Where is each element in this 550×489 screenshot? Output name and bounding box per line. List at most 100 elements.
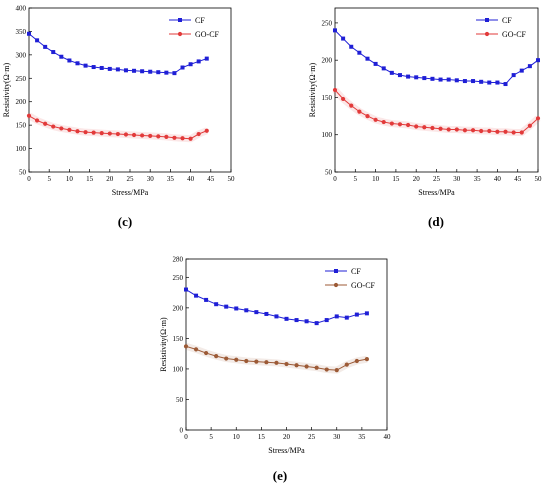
x-tick-label: 30 (453, 175, 461, 183)
data-point (430, 76, 435, 81)
data-point (75, 129, 80, 134)
series-line-cf (28, 33, 207, 74)
data-point (196, 59, 201, 64)
data-point (454, 78, 459, 83)
data-point (519, 130, 524, 135)
y-tick-label: 200 (322, 57, 333, 65)
data-point (438, 126, 443, 131)
data-point (244, 308, 249, 313)
y-tick-label: 280 (173, 256, 184, 264)
x-axis-title: Stress/MPa (418, 188, 455, 197)
y-tick-label: 250 (16, 75, 27, 83)
data-point (234, 306, 239, 311)
x-tick-label: 40 (384, 433, 392, 441)
legend-label: GO-CF (502, 30, 527, 39)
y-tick-label: 250 (322, 19, 333, 27)
data-point (487, 128, 492, 134)
x-tick-label: 35 (167, 175, 175, 183)
legend-marker (177, 31, 183, 37)
data-point (334, 314, 339, 319)
data-point (414, 75, 419, 80)
data-point (284, 361, 289, 367)
data-point (204, 297, 209, 302)
data-point (294, 318, 299, 323)
legend-label: CF (502, 16, 512, 25)
data-point (365, 56, 370, 61)
data-point (75, 61, 80, 66)
data-point (244, 358, 249, 364)
data-point (438, 77, 443, 82)
data-point (314, 365, 319, 370)
data-point (172, 71, 177, 76)
x-tick-label: 35 (474, 175, 482, 183)
x-tick-label: 0 (184, 433, 188, 441)
y-tick-label: 100 (16, 145, 27, 153)
y-tick-label: 200 (16, 98, 27, 106)
y-tick-label: 50 (176, 396, 184, 404)
data-point (99, 131, 104, 136)
legend-marker (333, 282, 339, 288)
y-tick-label: 100 (322, 131, 333, 139)
x-tick-label: 40 (187, 175, 195, 183)
data-point (471, 79, 476, 84)
x-tick-label: 10 (233, 433, 241, 441)
data-point (341, 36, 346, 41)
data-point (414, 124, 419, 129)
data-point (264, 360, 269, 365)
data-point (196, 131, 201, 137)
x-tick-label: 25 (433, 175, 441, 183)
data-point (446, 77, 451, 82)
data-point (381, 119, 386, 125)
data-point (430, 125, 435, 131)
data-point (27, 31, 31, 36)
x-tick-label: 45 (207, 175, 215, 183)
x-tick-label: 15 (86, 175, 94, 183)
data-point (333, 28, 337, 33)
data-point (59, 54, 64, 59)
data-point (422, 125, 427, 130)
chart-panel-1: 0 5 10 15 20 25 30 35 40 45 50 50 100 150 200 250 Stress… (308, 7, 542, 229)
data-point (527, 64, 532, 69)
data-point (214, 302, 219, 307)
data-point (107, 131, 112, 136)
data-point (357, 109, 362, 114)
data-point (381, 66, 386, 71)
x-tick-label: 35 (358, 433, 366, 441)
legend-label: CF (351, 267, 361, 276)
y-tick-label: 150 (322, 94, 333, 102)
data-point (284, 316, 289, 321)
data-point (397, 122, 403, 127)
data-point (314, 321, 319, 326)
data-point (172, 135, 177, 140)
data-point (503, 82, 508, 87)
x-tick-label: 5 (47, 175, 51, 183)
data-point (140, 133, 145, 138)
x-tick-label: 5 (354, 175, 358, 183)
data-point (43, 121, 48, 126)
data-point (324, 367, 329, 372)
data-point (204, 128, 209, 133)
data-point (180, 65, 185, 70)
x-tick-label: 15 (258, 433, 266, 441)
y-tick-label: 400 (16, 5, 27, 13)
data-point (274, 314, 279, 319)
x-tick-label: 30 (147, 175, 155, 183)
data-point (123, 132, 129, 137)
data-point (214, 354, 219, 359)
x-tick-label: 20 (283, 433, 291, 441)
data-point (470, 128, 476, 133)
data-point (422, 76, 427, 81)
data-point (503, 129, 508, 134)
data-point (184, 287, 188, 292)
data-point (180, 136, 185, 141)
y-axis-title: Resistivity(Ω·m) (159, 317, 168, 372)
data-point (224, 356, 229, 361)
data-point (123, 68, 128, 73)
data-point (304, 319, 309, 324)
data-point (131, 132, 137, 138)
data-point (495, 80, 500, 85)
y-tick-label: 100 (173, 365, 184, 373)
data-point (34, 118, 40, 123)
y-tick-label: 300 (16, 51, 27, 59)
